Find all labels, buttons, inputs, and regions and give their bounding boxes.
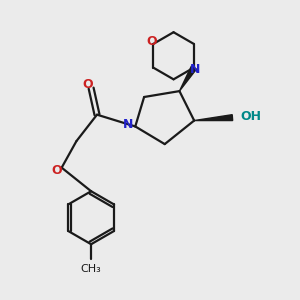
- Text: OH: OH: [241, 110, 262, 123]
- Polygon shape: [179, 66, 197, 91]
- Polygon shape: [194, 115, 233, 121]
- Text: CH₃: CH₃: [81, 264, 101, 274]
- Text: N: N: [190, 62, 201, 76]
- Text: N: N: [123, 118, 133, 131]
- Text: O: O: [51, 164, 62, 176]
- Text: O: O: [82, 78, 93, 91]
- Text: O: O: [146, 35, 157, 48]
